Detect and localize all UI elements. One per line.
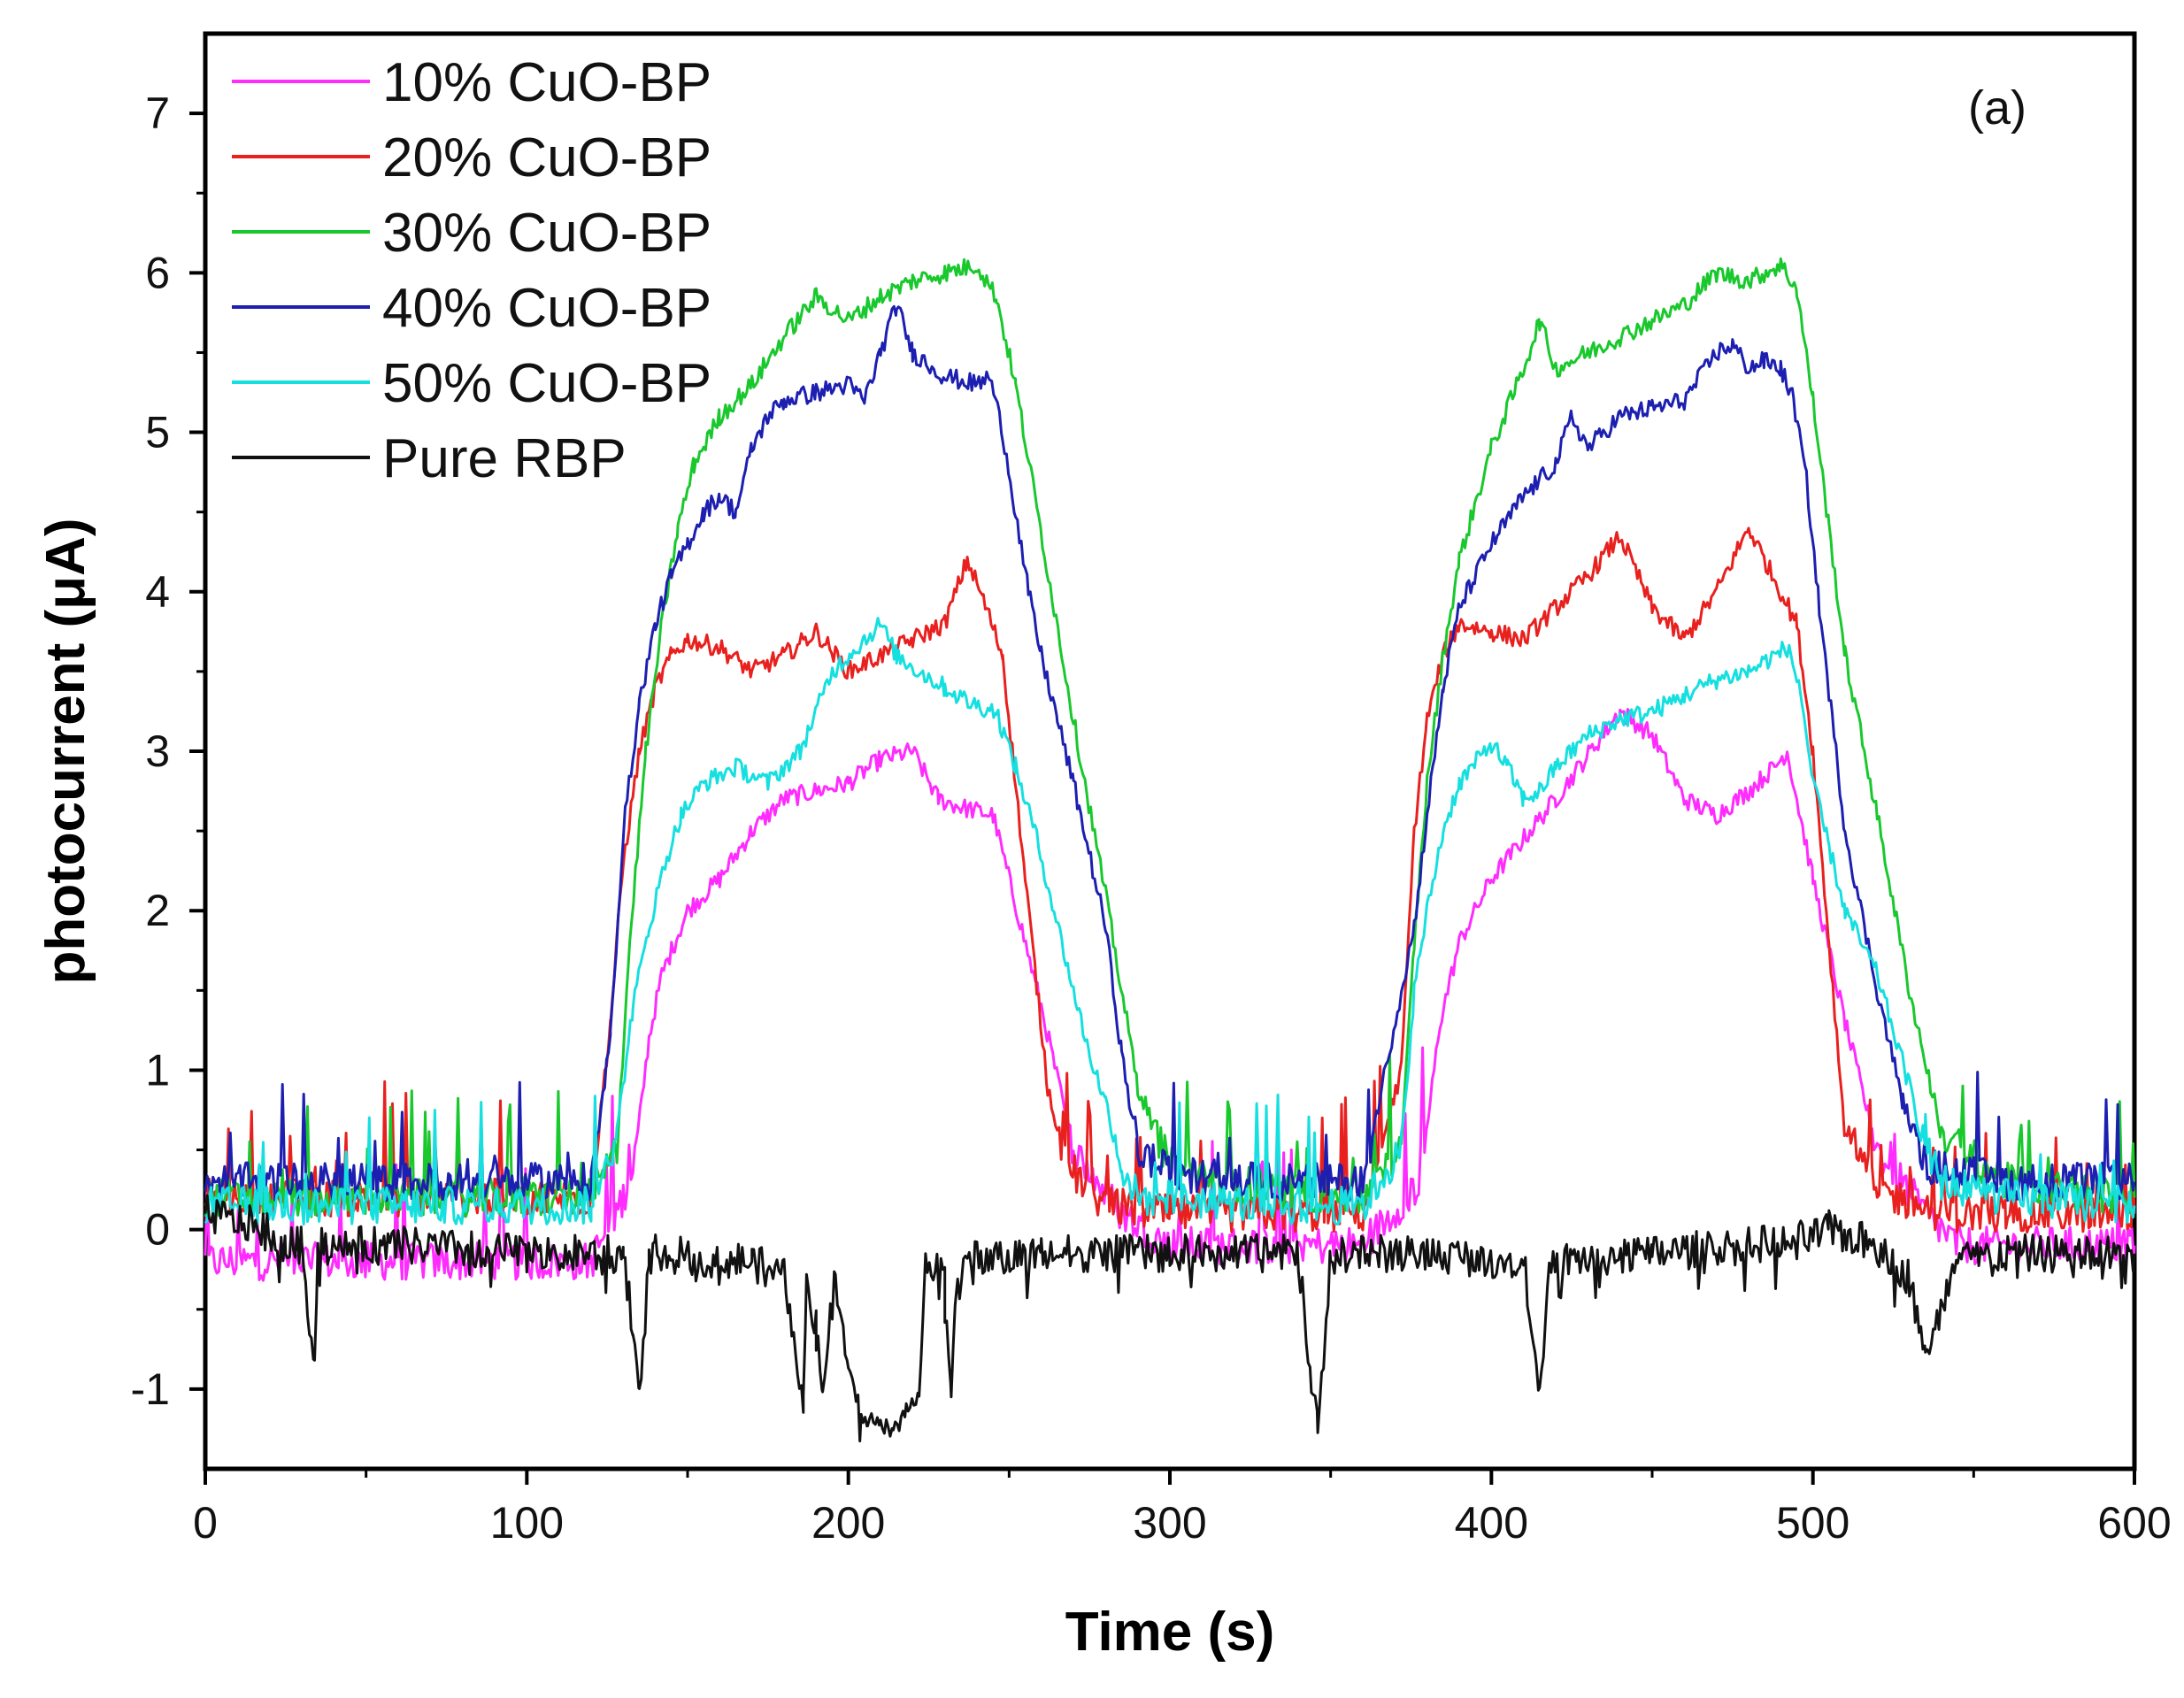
legend-label: 10% CuO-BP (382, 52, 711, 113)
y-tick-label: 4 (145, 567, 170, 617)
x-tick-label: 500 (1776, 1498, 1849, 1548)
x-tick-label: 600 (2097, 1498, 2171, 1548)
axis-ticks: 0 100 200 300 400 500 600 -1 0 1 2 3 4 5 6 7 (131, 88, 2172, 1548)
legend-label: Pure RBP (382, 428, 627, 489)
y-tick-label: -1 (131, 1364, 170, 1414)
legend-label: 30% CuO-BP (382, 203, 711, 264)
y-tick-label: 2 (145, 886, 170, 935)
panel-label: (a) (1968, 81, 2026, 134)
x-tick-label: 100 (490, 1498, 564, 1548)
x-tick-label: 200 (811, 1498, 885, 1548)
series-line-6 (204, 1194, 2136, 1443)
legend-label: 20% CuO-BP (382, 127, 711, 188)
x-tick-label: 300 (1133, 1498, 1206, 1548)
y-tick-label: 7 (145, 88, 170, 138)
y-axis-title: photocurrent (μA) (35, 519, 96, 985)
y-tick-label: 3 (145, 726, 170, 776)
y-tick-label: 6 (145, 248, 170, 297)
legend: 10% CuO-BP 20% CuO-BP 30% CuO-BP 40% CuO-BP… (232, 52, 711, 489)
x-tick-label: 400 (1455, 1498, 1528, 1548)
legend-label: 50% CuO-BP (382, 353, 711, 414)
x-axis-title: Time (s) (1065, 1602, 1275, 1663)
series-line-2 (204, 526, 2136, 1234)
series-line-4 (204, 304, 2136, 1202)
series-line-5 (204, 617, 2136, 1226)
y-tick-label: 0 (145, 1205, 170, 1255)
y-tick-label: 5 (145, 408, 170, 457)
y-tick-label: 1 (145, 1045, 170, 1095)
legend-label: 40% CuO-BP (382, 278, 711, 339)
x-tick-label: 0 (193, 1498, 218, 1548)
series-lines (204, 257, 2136, 1443)
